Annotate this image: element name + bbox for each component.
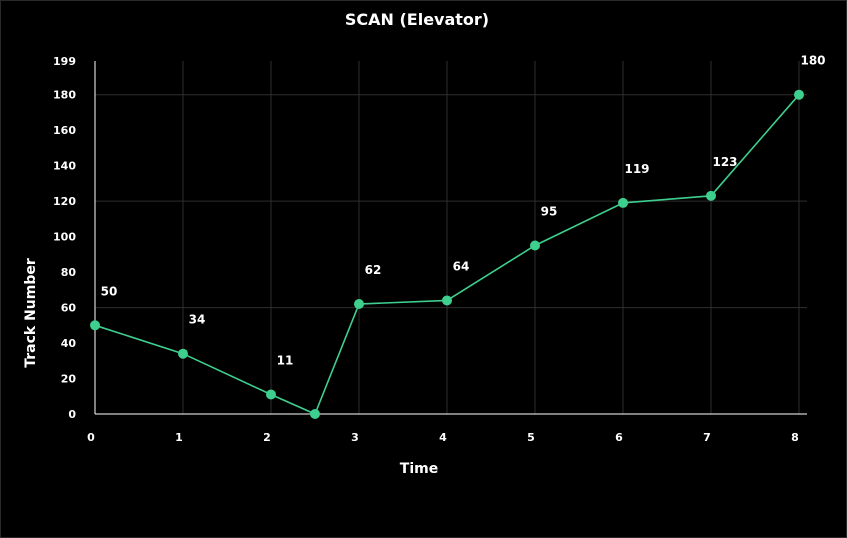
x-tick-label: 5 [527,431,535,444]
data-label: 34 [189,313,206,327]
axis-layer [94,61,807,415]
series-line [94,94,800,416]
chart-title: SCAN (Elevator) [345,10,489,29]
y-tick-label: 0 [68,408,76,421]
x-tick-label: 4 [439,431,447,444]
data-point [706,190,716,201]
data-label: 64 [453,259,470,273]
data-point [310,409,320,419]
x-tick-label: 0 [87,431,95,444]
series-layer [90,89,804,419]
x-tick-label: 2 [263,431,271,444]
data-label: 180 [800,54,825,68]
grid-layer [94,61,807,415]
data-point [354,299,364,310]
y-tick-label: 140 [53,160,76,173]
x-tick-label: 1 [175,431,183,444]
data-point [618,197,628,208]
data-point [794,89,804,100]
x-tick-label: 3 [351,431,359,444]
y-tick-label: 199 [53,55,76,68]
x-tick-label: 7 [703,431,711,444]
y-tick-label: 120 [53,195,76,208]
y-tick-label: 60 [61,302,77,315]
data-labels: 50 34 11 62 64 95 119 123 180 [101,54,826,368]
data-label: 123 [712,155,737,169]
x-tick-label: 8 [791,431,799,444]
y-tick-label: 160 [53,124,76,137]
x-axis-label: Time [400,461,438,477]
y-tick-label: 180 [53,89,76,102]
y-tick-label: 80 [61,266,77,279]
y-tick-label: 100 [53,231,76,244]
data-point [266,389,276,400]
x-tick-label: 6 [615,431,623,444]
data-label: 50 [101,284,118,298]
y-tick-label: 40 [61,337,77,350]
y-tick-label: 20 [61,373,77,386]
data-point [90,320,100,331]
data-point [442,295,452,306]
data-point [530,240,540,251]
data-label: 95 [541,204,558,218]
data-label: 62 [365,263,382,277]
data-point [178,348,188,359]
data-label: 11 [277,353,294,367]
data-label: 119 [624,162,649,176]
y-axis-label: Track Number [23,258,39,368]
